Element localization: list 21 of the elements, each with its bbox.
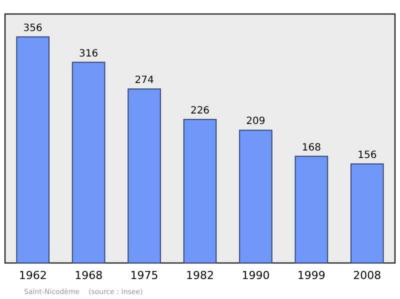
x-tick-label: 1999 (297, 268, 326, 282)
x-tick-label: 1982 (186, 268, 214, 282)
data-label: 226 (190, 105, 210, 116)
bar (72, 62, 106, 264)
bar (183, 118, 217, 264)
data-label: 316 (79, 48, 98, 60)
bar (128, 88, 161, 264)
x-tick-label: 2008 (353, 268, 382, 282)
bar (294, 156, 328, 264)
x-tick-label: 1990 (242, 268, 270, 282)
data-label: 356 (23, 22, 42, 34)
bar (239, 130, 272, 264)
x-tick-label: 1962 (18, 268, 47, 282)
data-label: 168 (302, 142, 321, 154)
data-label: 156 (358, 150, 377, 161)
x-tick-label: 1968 (74, 268, 103, 282)
bar (350, 163, 384, 264)
data-label: 209 (246, 116, 266, 128)
x-tick-label: 1975 (130, 268, 158, 282)
data-label: 274 (134, 74, 154, 86)
bar (16, 36, 50, 264)
